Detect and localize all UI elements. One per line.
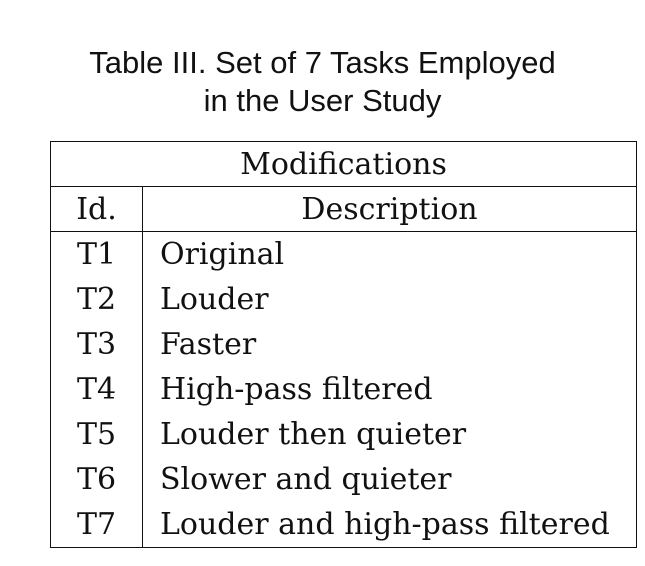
task-id: T3 (50, 322, 143, 367)
caption-line-2: in the User Study (203, 83, 442, 118)
group-header-modifications: Modifications (50, 141, 637, 187)
task-description: Original (142, 231, 637, 277)
table-row: T7 Louder and high-pass filtered (50, 502, 637, 548)
table-caption: Table III. Set of 7 Tasks Employed in th… (0, 44, 645, 120)
caption-line-1: Table III. Set of 7 Tasks Employed (89, 45, 556, 80)
table-row: T1 Original (50, 231, 637, 277)
column-header-id: Id. (50, 186, 143, 232)
table-row: T6 Slower and quieter (50, 457, 637, 502)
task-description: Louder and high-pass filtered (142, 502, 637, 548)
task-id: T6 (50, 457, 143, 502)
table-row: T3 Faster (50, 322, 637, 367)
task-id: T7 (50, 502, 143, 548)
task-description: Louder (142, 277, 637, 322)
task-id: T5 (50, 412, 143, 457)
column-header-description: Description (142, 186, 637, 232)
task-description: Slower and quieter (142, 457, 637, 502)
column-header-row: Id. Description (50, 186, 637, 232)
task-id: T2 (50, 277, 143, 322)
task-description: Louder then quieter (142, 412, 637, 457)
table-row: T4 High-pass filtered (50, 367, 637, 412)
task-description: Faster (142, 322, 637, 367)
group-header-row: Modifications (50, 141, 637, 187)
task-id: T4 (50, 367, 143, 412)
task-id: T1 (50, 231, 143, 277)
tasks-table: Modifications Id. Description T1 Origina… (50, 141, 637, 548)
table-row: T2 Louder (50, 277, 637, 322)
table-row: T5 Louder then quieter (50, 412, 637, 457)
task-description: High-pass filtered (142, 367, 637, 412)
